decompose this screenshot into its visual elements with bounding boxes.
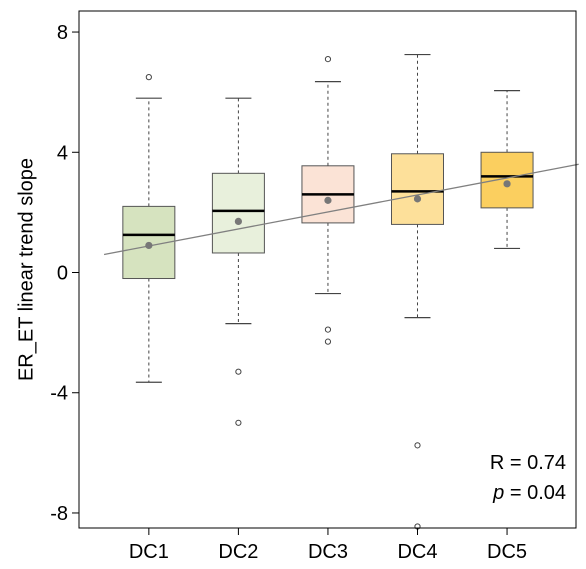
trend-line: [103, 163, 579, 256]
y-tick-label: -4: [50, 383, 68, 405]
mean-point-dc2: [234, 217, 242, 226]
p-symbol: p: [492, 482, 504, 504]
y-tick-label: 4: [57, 142, 68, 164]
box-dc2: [211, 97, 265, 426]
outlier-point: [235, 419, 242, 426]
box-dc3: [301, 55, 355, 345]
plot-marks: [103, 53, 579, 530]
y-axis: 8 4 0 -4 -8: [50, 22, 79, 525]
y-tick-label: 0: [57, 263, 68, 285]
box-dc1: [122, 74, 176, 383]
r-value-annotation: R = 0.74: [490, 452, 566, 474]
outlier-point: [235, 368, 242, 375]
mean-point-dc5: [503, 180, 511, 188]
x-tick-label-dc1: DC1: [129, 541, 169, 563]
y-axis-title: ER_ET linear trend slope: [15, 158, 37, 381]
outlier-point: [145, 74, 152, 81]
p-value-annotation: p = 0.04: [492, 482, 566, 504]
mean-point-dc3: [324, 196, 332, 204]
outlier-point: [324, 55, 332, 63]
y-tick-label: 8: [57, 22, 68, 44]
x-tick-label-dc5: DC5: [487, 541, 527, 563]
iqr-box: [480, 151, 534, 209]
x-tick-label-dc2: DC2: [218, 541, 258, 563]
mean-point-dc1: [145, 241, 153, 250]
iqr-box: [390, 153, 444, 225]
outlier-point: [324, 338, 332, 345]
box-dc5: [480, 90, 534, 250]
x-tick-label-dc3: DC3: [308, 541, 348, 563]
box-dc4: [390, 53, 444, 530]
mean-point-dc4: [413, 195, 422, 203]
outlier-point: [324, 326, 332, 333]
y-tick-label: -8: [50, 503, 68, 525]
p-value-text: = 0.04: [504, 482, 566, 504]
x-tick-label-dc4: DC4: [397, 541, 437, 563]
outlier-point: [414, 442, 421, 449]
x-axis: DC1 DC2 DC3 DC4 DC5: [129, 528, 527, 563]
iqr-box: [211, 172, 265, 254]
